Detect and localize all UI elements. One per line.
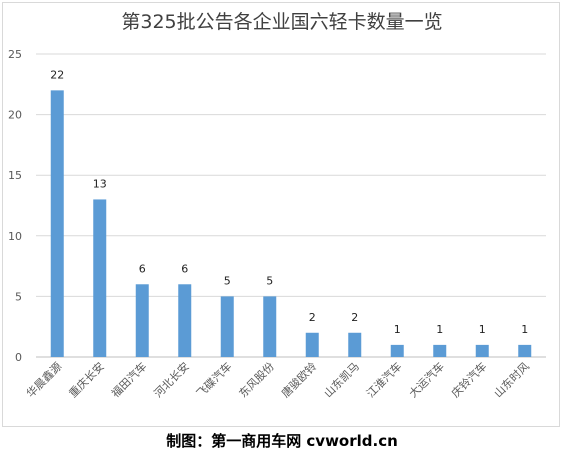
bar [50,90,64,358]
x-tick-label: 飞碟汽车 [193,359,234,400]
x-tick-label: 山东时风 [492,360,532,400]
x-tick-label: 山东凯马 [322,360,362,400]
chart-frame [2,2,560,427]
x-tick-label: 河北长安 [151,359,192,400]
x-tick-label: 大运汽车 [406,359,447,400]
x-tick-label: 华晨鑫源 [23,359,64,400]
data-label: 1 [436,323,443,336]
bar [305,332,319,357]
data-label: 5 [224,274,231,287]
y-tick-label: 10 [8,230,22,243]
bar [263,296,277,357]
bar [178,284,192,357]
data-label: 13 [93,177,107,190]
bar [433,344,447,357]
bar [475,344,489,357]
y-tick-label: 20 [8,109,22,122]
y-tick-label: 15 [8,169,22,182]
x-tick-label: 重庆长安 [66,359,107,400]
x-axis-labels: 华晨鑫源 重庆长安 福田汽车 河北长安 飞碟汽车 东风股份 唐骏欧铃 山东凯马 江淮汽车 大运汽车… [23,359,532,400]
data-label: 6 [139,262,146,275]
bars [50,90,532,358]
x-tick-label: 唐骏欧铃 [278,359,319,400]
gridlines [36,53,546,358]
data-label: 5 [266,274,273,287]
y-tick-label: 0 [15,351,22,364]
x-tick-label: 东风股份 [237,360,277,400]
data-label: 2 [351,311,358,324]
y-axis-ticks: 0 5 10 15 20 25 [8,48,22,364]
data-label: 1 [394,323,401,336]
data-label: 1 [521,323,528,336]
footer-credit: 制图：第一商用车网 cvworld.cn [166,432,398,450]
chart-title: 第325批公告各企业国六轻卡数量一览 [121,11,442,33]
bar [348,332,362,357]
bar [518,344,532,357]
bar [135,284,149,357]
y-tick-label: 25 [8,48,22,61]
x-tick-label: 福田汽车 [108,359,149,400]
bar [390,344,404,357]
x-tick-label: 庆铃汽车 [448,359,489,400]
data-label: 6 [181,262,188,275]
bar [220,296,234,357]
data-label: 1 [479,323,486,336]
bar [93,199,107,357]
y-tick-label: 5 [15,290,22,303]
x-tick-label: 江淮汽车 [363,359,404,400]
data-label: 22 [50,68,64,81]
data-label: 2 [309,311,316,324]
